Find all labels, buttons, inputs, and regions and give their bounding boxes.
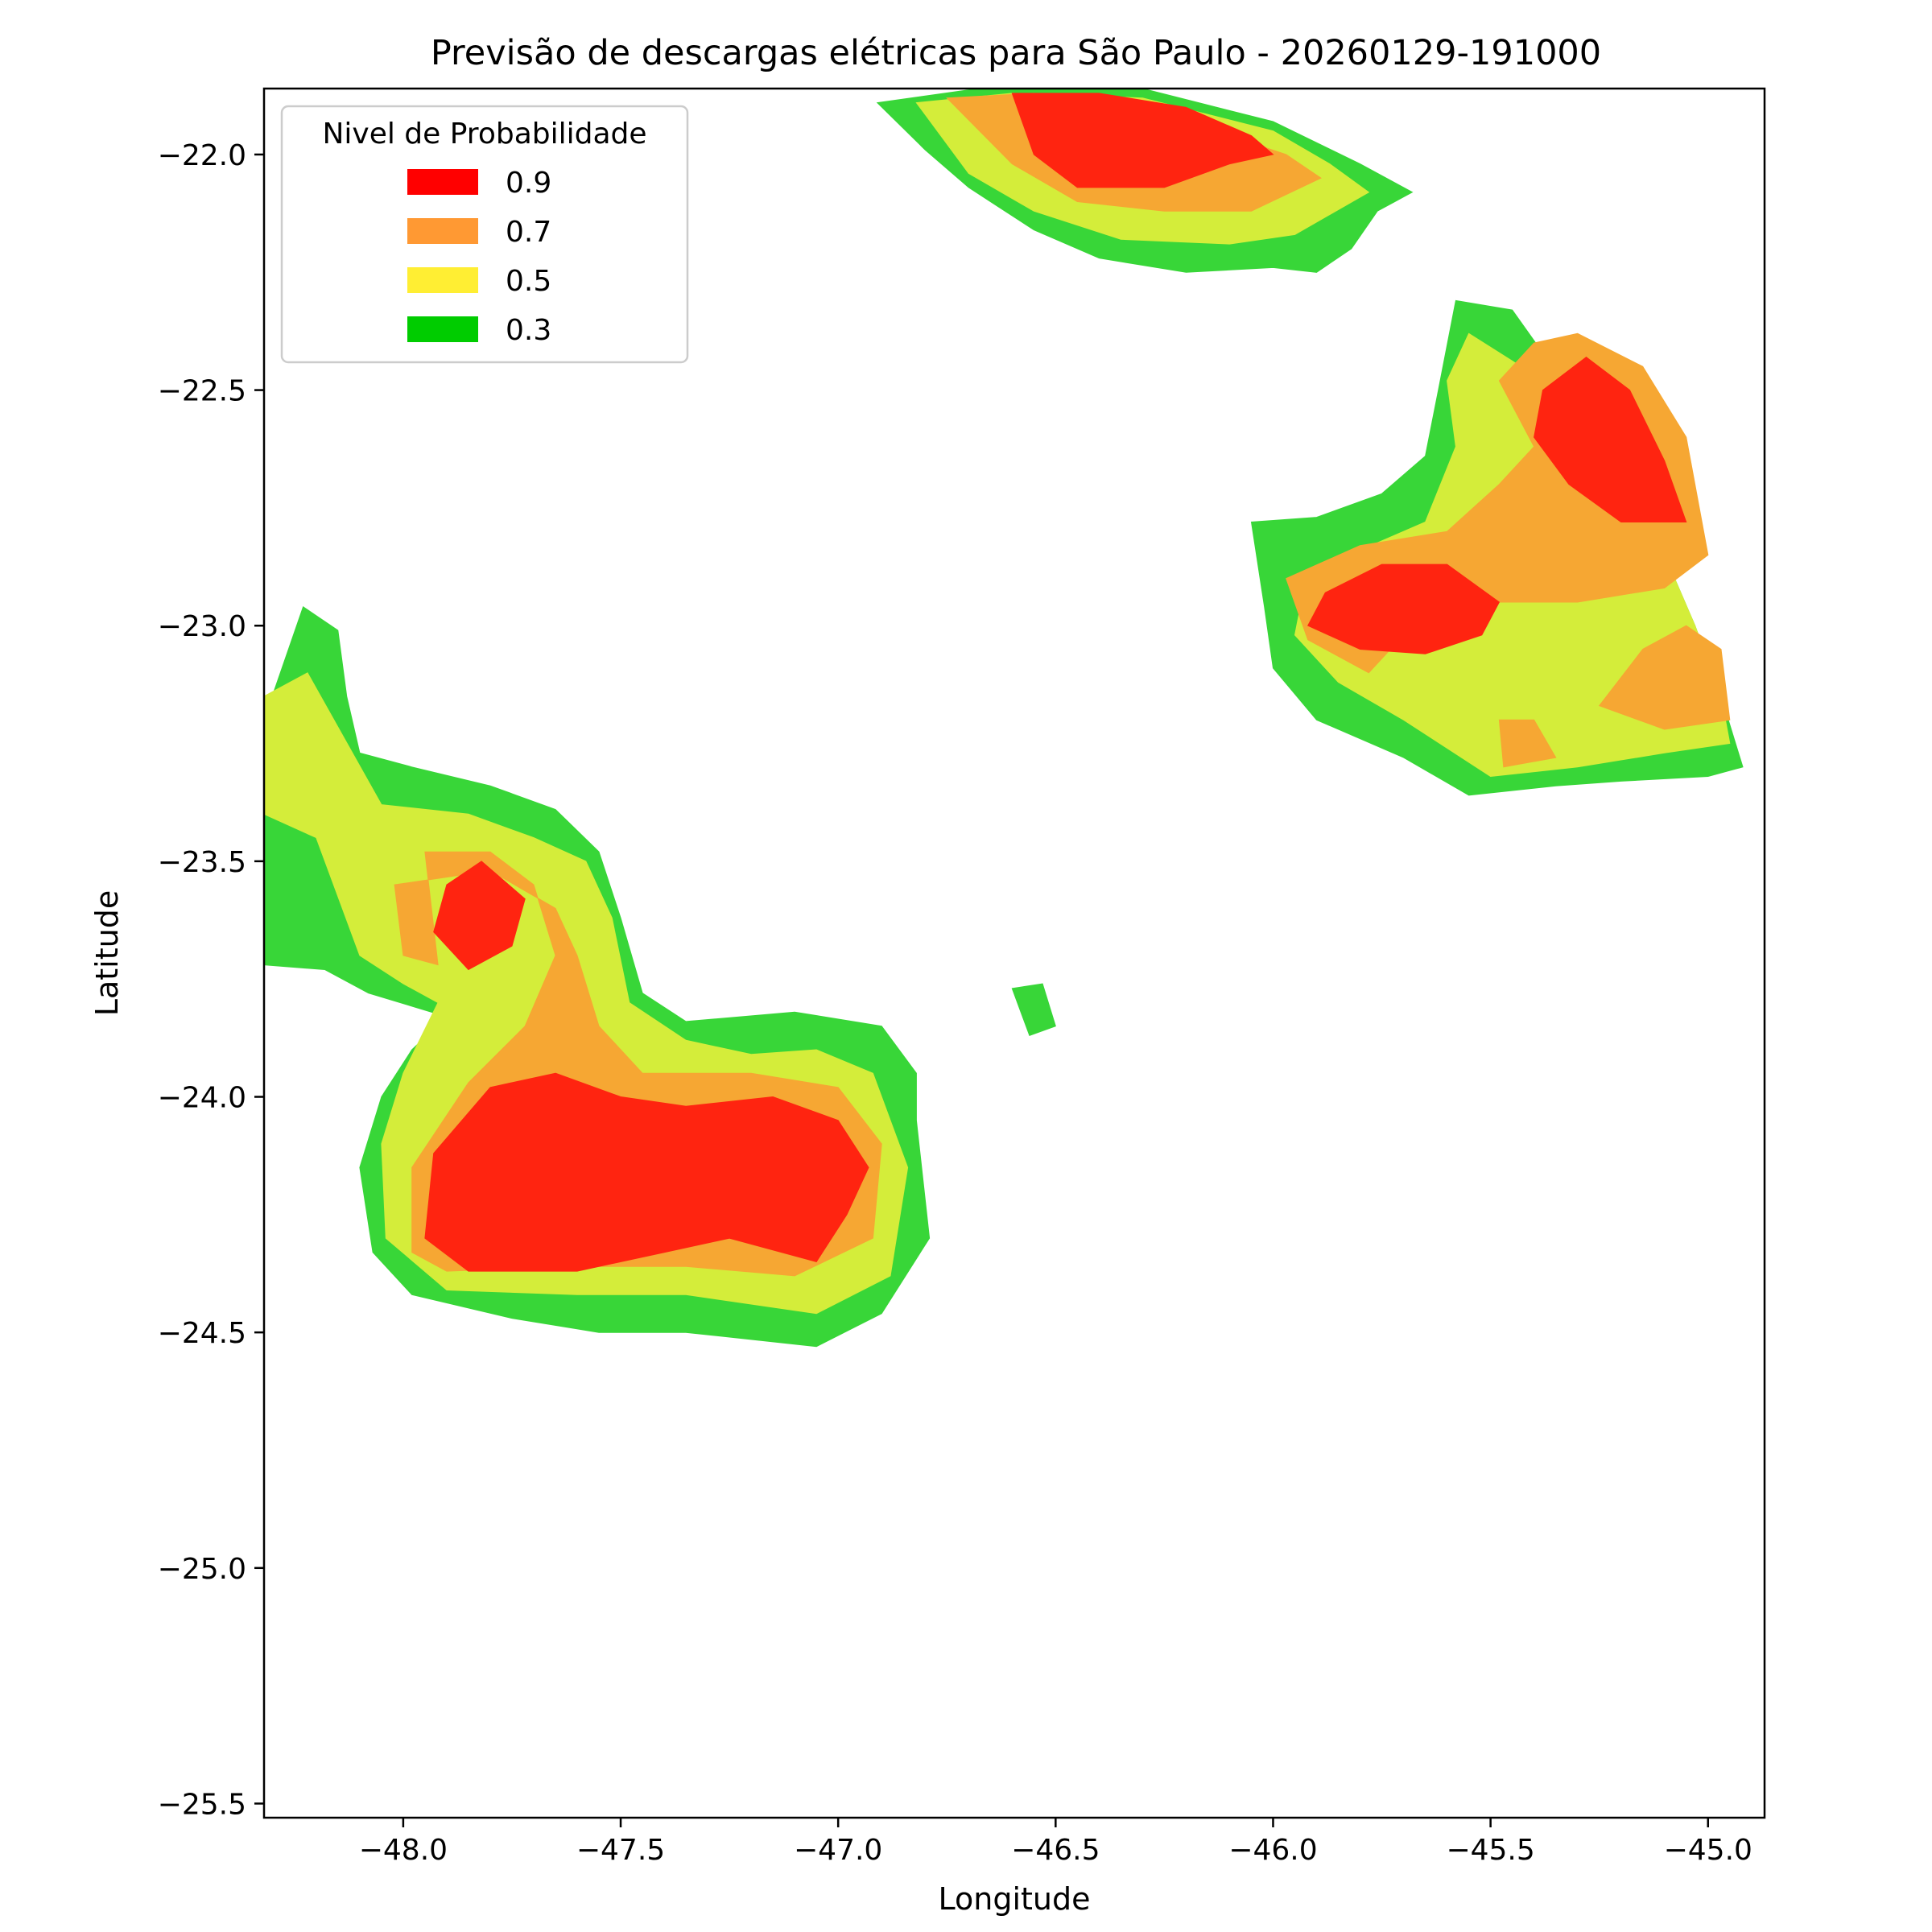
legend-label-07: 0.7	[506, 216, 551, 249]
y-tick-label: −22.5	[158, 375, 246, 408]
legend-label-05: 0.5	[506, 265, 551, 298]
x-tick-label: −46.0	[1228, 1834, 1317, 1867]
y-tick-label: −25.5	[158, 1788, 246, 1821]
x-tick-label: −48.0	[359, 1834, 448, 1867]
x-tick-label: −45.0	[1664, 1834, 1752, 1867]
x-tick-label: −46.5	[1011, 1834, 1100, 1867]
x-axis-label: Longitude	[939, 1881, 1091, 1917]
chart-title: Previsão de descargas elétricas para São…	[431, 33, 1601, 73]
legend: Nivel de Probabilidade 0.9 0.7 0.5 0.3	[280, 105, 689, 364]
legend-swatch-07	[407, 218, 478, 244]
contour-region-07-2	[1598, 625, 1731, 730]
y-tick-label: −23.5	[158, 846, 246, 879]
x-axis: −48.0 −47.5 −47.0 −46.5 −46.0 −45.5 −45.0	[359, 1818, 1752, 1867]
y-axis: −22.0 −22.5 −23.0 −23.5 −24.0 −24.5 −25.0 −25.5	[158, 139, 264, 1821]
x-tick-label: −47.5	[576, 1834, 665, 1867]
contour-region-09-1	[1534, 356, 1687, 522]
contour-region-07-3	[1498, 719, 1557, 768]
contour-region-09-0	[1011, 93, 1274, 188]
contour-region-09-3	[433, 861, 526, 971]
legend-title: Nivel de Probabilidade	[322, 118, 646, 151]
contour-region-09-2	[1307, 564, 1501, 654]
legend-entries: 0.9 0.7 0.5 0.3	[407, 167, 551, 347]
contour-region-03-3	[1011, 983, 1056, 1037]
legend-swatch-09	[407, 169, 478, 195]
y-tick-label: −24.5	[158, 1317, 246, 1350]
y-tick-label: −22.0	[158, 139, 246, 172]
y-tick-label: −25.0	[158, 1553, 246, 1586]
legend-swatch-05	[407, 267, 478, 293]
contour-region-09-4	[424, 1072, 869, 1272]
y-tick-label: −24.0	[158, 1082, 246, 1115]
legend-swatch-03	[407, 316, 478, 342]
legend-label-03: 0.3	[506, 314, 551, 347]
x-tick-label: −45.5	[1446, 1834, 1534, 1867]
legend-frame	[280, 105, 689, 364]
y-axis-label: Latitude	[89, 890, 125, 1016]
y-tick-label: −23.0	[158, 610, 246, 643]
legend-label-09: 0.9	[506, 167, 551, 200]
x-tick-label: −47.0	[794, 1834, 882, 1867]
contour-fills	[264, 89, 1744, 1348]
plot-frame	[262, 87, 1766, 1819]
